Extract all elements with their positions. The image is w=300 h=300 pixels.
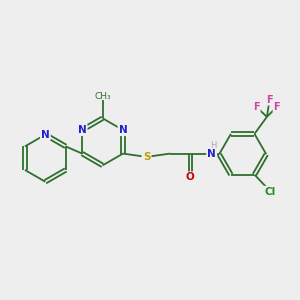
Text: F: F [273,102,280,112]
Text: N: N [118,125,127,135]
Text: S: S [143,152,150,162]
Text: F: F [253,102,260,112]
Text: F: F [266,95,273,105]
Text: H: H [210,141,217,150]
Text: Cl: Cl [265,187,276,197]
Text: N: N [207,148,216,159]
Text: O: O [186,172,195,182]
Text: N: N [78,125,86,135]
Text: N: N [41,130,50,140]
Text: CH₃: CH₃ [94,92,111,100]
